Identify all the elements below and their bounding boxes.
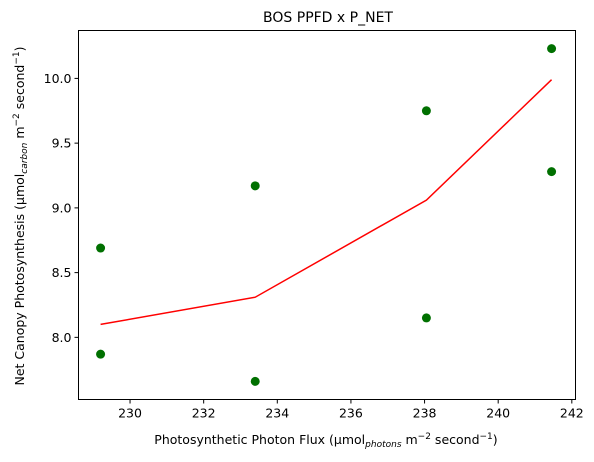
x-tick-label: 242 <box>560 406 584 421</box>
scatter-point <box>421 313 431 323</box>
x-tick-label: 238 <box>413 406 437 421</box>
scatter-point <box>421 106 431 116</box>
scatter-point <box>547 167 557 177</box>
y-tick-label: 8.5 <box>52 265 72 280</box>
scatter-point <box>96 243 106 253</box>
trend-line <box>100 79 553 326</box>
y-axis-label: Net Canopy Photosynthesis (µmolcarbon m−… <box>12 46 30 385</box>
y-axis: 8.0 8.5 9.0 9.5 10.0 <box>44 71 79 345</box>
x-tick-label: 236 <box>339 406 363 421</box>
scatter-point <box>250 181 260 191</box>
plot-area <box>96 44 557 386</box>
x-tick-label: 234 <box>265 406 289 421</box>
y-tick-label: 9.5 <box>52 136 72 151</box>
x-axis: 230 232 234 236 238 240 242 <box>118 399 584 421</box>
x-axis-label: Photosynthetic Photon Flux (µmolphotons … <box>154 432 497 450</box>
x-tick-label: 240 <box>486 406 510 421</box>
y-tick-label: 8.0 <box>52 330 72 345</box>
y-tick-label: 9.0 <box>52 200 72 215</box>
x-tick-label: 230 <box>118 406 142 421</box>
scatter-point <box>96 349 106 359</box>
scatter-point <box>250 376 260 386</box>
chart-title: BOS PPFD x P_NET <box>263 10 393 26</box>
plot-frame <box>78 30 576 400</box>
x-tick-label: 232 <box>192 406 216 421</box>
scatter-point <box>547 44 557 54</box>
y-tick-label: 10.0 <box>44 71 72 86</box>
